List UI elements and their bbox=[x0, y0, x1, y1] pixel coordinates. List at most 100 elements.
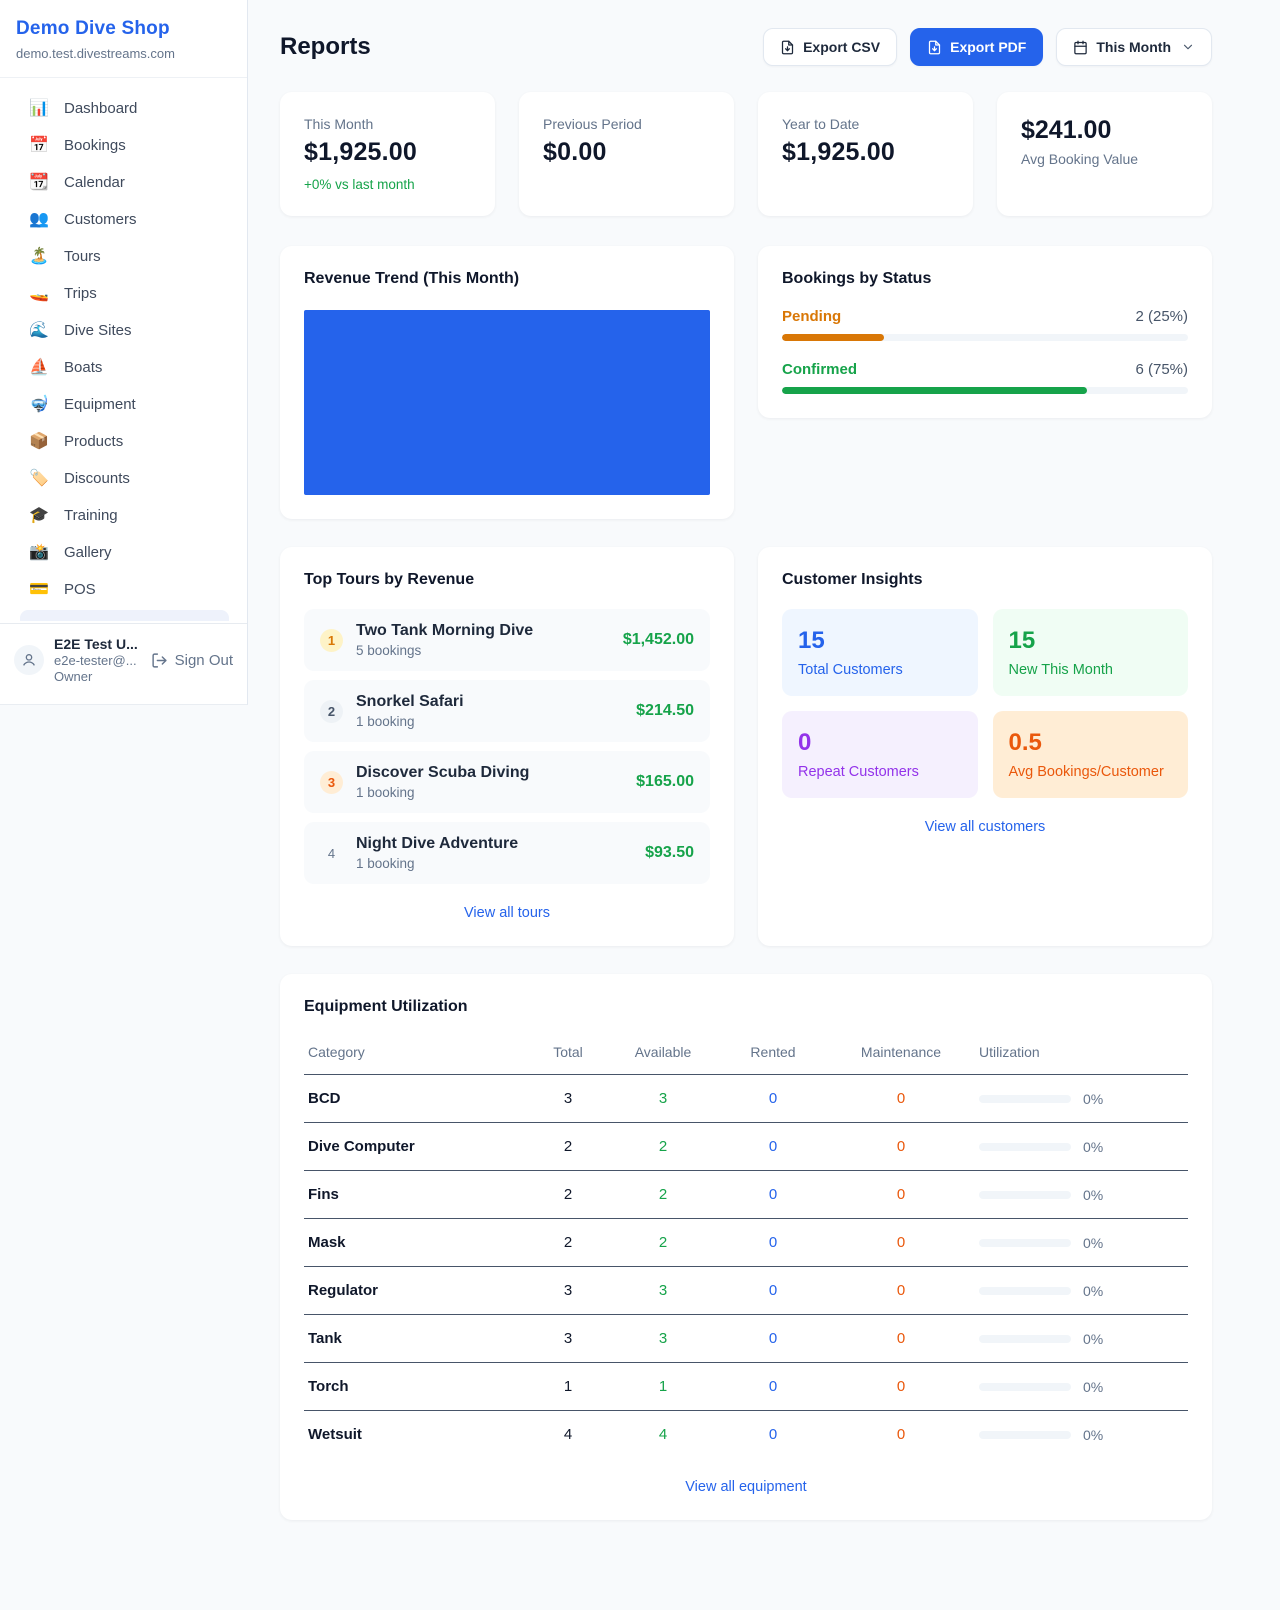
sidebar-item-discounts[interactable]: 🏷️ Discounts bbox=[10, 460, 237, 497]
utilization-bar-track bbox=[979, 1286, 1071, 1295]
sidebar-item-label: Gallery bbox=[64, 544, 112, 561]
status-row-confirmed: Confirmed 6 (75%) bbox=[782, 361, 1188, 394]
sidebar-item-label: Products bbox=[64, 433, 124, 450]
cell-rented: 0 bbox=[768, 1090, 778, 1107]
cell-maintenance: 0 bbox=[896, 1090, 906, 1107]
sidebar-item-pos[interactable]: 💳 POS bbox=[10, 571, 237, 608]
tile-value: 15 bbox=[798, 627, 825, 654]
stat-label: This Month bbox=[304, 116, 374, 132]
sidebar-item-equipment[interactable]: 🤿 Equipment bbox=[10, 386, 237, 423]
sidebar-item-label: Bookings bbox=[64, 137, 126, 154]
col-header-maintenance: Maintenance bbox=[860, 1044, 942, 1060]
utilization-cell: 0% bbox=[979, 1187, 1184, 1203]
utilization-percent: 0% bbox=[1083, 1426, 1104, 1443]
sidebar: Demo Dive Shop demo.test.divestreams.com… bbox=[0, 0, 248, 705]
tag-icon: 🏷️ bbox=[29, 469, 49, 487]
stat-delta: +0% vs last month bbox=[304, 177, 415, 192]
sidebar-item-customers[interactable]: 👥 Customers bbox=[10, 201, 237, 238]
cell-maintenance: 0 bbox=[896, 1282, 906, 1299]
cell-total: 2 bbox=[563, 1186, 573, 1203]
status-label: Confirmed bbox=[782, 361, 857, 378]
tile-repeat-customers: 0 Repeat Customers bbox=[782, 711, 978, 798]
cell-total: 3 bbox=[563, 1090, 573, 1107]
shop-domain: demo.test.divestreams.com bbox=[16, 46, 175, 61]
user-role: Owner bbox=[54, 669, 93, 684]
period-label: This Month bbox=[1096, 39, 1171, 55]
camera-icon: 📸 bbox=[29, 543, 49, 561]
revenue-trend-title: Revenue Trend (This Month) bbox=[304, 270, 520, 287]
utilization-cell: 0% bbox=[979, 1283, 1184, 1299]
sidebar-item-boats[interactable]: ⛵ Boats bbox=[10, 349, 237, 386]
stat-card-avg-booking-value: $241.00 Avg Booking Value bbox=[997, 92, 1212, 216]
status-count: 6 (75%) bbox=[1135, 361, 1188, 378]
utilization-percent: 0% bbox=[1083, 1330, 1104, 1347]
tile-value: 0.5 bbox=[1008, 729, 1042, 756]
stat-card-previous-period: Previous Period $0.00 bbox=[519, 92, 734, 216]
equipment-utilization-card: Equipment Utilization Category Total Ava… bbox=[280, 974, 1212, 1520]
sidebar-item-label: Customers bbox=[64, 211, 137, 228]
equipment-utilization-title: Equipment Utilization bbox=[304, 998, 468, 1015]
utilization-bar-track bbox=[979, 1334, 1071, 1343]
status-bar-fill bbox=[782, 387, 1087, 394]
export-csv-button[interactable]: Export CSV bbox=[763, 28, 898, 66]
view-all-tours-link[interactable]: View all tours bbox=[464, 905, 550, 921]
top-tours-title: Top Tours by Revenue bbox=[304, 571, 475, 588]
cell-maintenance: 0 bbox=[896, 1426, 906, 1443]
tile-label: Avg Bookings/Customer bbox=[1008, 764, 1164, 780]
utilization-cell: 0% bbox=[979, 1139, 1184, 1155]
stat-card-this-month: This Month $1,925.00 +0% vs last month bbox=[280, 92, 495, 216]
sidebar-item-dive-sites[interactable]: 🌊 Dive Sites bbox=[10, 312, 237, 349]
stat-value: $1,925.00 bbox=[304, 138, 418, 166]
sidebar-item-products[interactable]: 📦 Products bbox=[10, 423, 237, 460]
utilization-bar-track bbox=[979, 1382, 1071, 1391]
tile-label: Total Customers bbox=[798, 662, 903, 678]
top-tours-card: Top Tours by Revenue 1 Two Tank Morning … bbox=[280, 547, 734, 946]
cell-available: 2 bbox=[658, 1234, 668, 1251]
sidebar-item-bookings[interactable]: 📅 Bookings bbox=[10, 127, 237, 164]
tour-name: Two Tank Morning Dive bbox=[356, 622, 534, 639]
view-all-customers-link[interactable]: View all customers bbox=[924, 819, 1046, 835]
sidebar-item-training[interactable]: 🎓 Training bbox=[10, 497, 237, 534]
package-icon: 📦 bbox=[29, 432, 49, 450]
sign-out-label: Sign Out bbox=[174, 651, 233, 669]
bookings-calendar-icon: 📅 bbox=[29, 136, 49, 154]
tile-value: 15 bbox=[1008, 627, 1036, 654]
export-pdf-button[interactable]: Export PDF bbox=[910, 28, 1044, 66]
cell-maintenance: 0 bbox=[896, 1378, 906, 1395]
tour-list-item[interactable]: 2 Snorkel Safari 1 booking $214.50 bbox=[304, 680, 710, 742]
tour-list-item[interactable]: 1 Two Tank Morning Dive 5 bookings $1,45… bbox=[304, 609, 710, 671]
sidebar-item-trips[interactable]: 🚤 Trips bbox=[10, 275, 237, 312]
tour-name: Discover Scuba Diving bbox=[356, 764, 530, 781]
cell-available: 2 bbox=[658, 1186, 668, 1203]
tour-name: Snorkel Safari bbox=[356, 693, 464, 710]
period-dropdown[interactable]: This Month bbox=[1056, 28, 1212, 66]
utilization-cell: 0% bbox=[979, 1331, 1184, 1347]
utilization-percent: 0% bbox=[1083, 1090, 1104, 1107]
cell-rented: 0 bbox=[768, 1378, 778, 1395]
sidebar-item-calendar[interactable]: 📆 Calendar bbox=[10, 164, 237, 201]
tour-list-item[interactable]: 4 Night Dive Adventure 1 booking $93.50 bbox=[304, 822, 710, 884]
sidebar-item-gallery[interactable]: 📸 Gallery bbox=[10, 534, 237, 571]
tour-bookings: 1 booking bbox=[356, 785, 415, 800]
tour-list-item[interactable]: 3 Discover Scuba Diving 1 booking $165.0… bbox=[304, 751, 710, 813]
sailboat-icon: ⛵ bbox=[29, 358, 49, 376]
tile-value: 0 bbox=[798, 729, 812, 756]
status-count: 2 (25%) bbox=[1135, 308, 1188, 325]
revenue-trend-card: Revenue Trend (This Month) bbox=[280, 246, 734, 519]
stat-cards: This Month $1,925.00 +0% vs last month P… bbox=[280, 92, 1212, 216]
table-row: Dive Computer 2 2 0 0 0% bbox=[304, 1123, 1188, 1171]
utilization-percent: 0% bbox=[1083, 1378, 1104, 1395]
tour-revenue: $165.00 bbox=[636, 773, 694, 790]
sign-out-button[interactable]: Sign Out bbox=[151, 652, 233, 669]
dashboard-icon: 📊 bbox=[29, 99, 49, 117]
table-row: Tank 3 3 0 0 0% bbox=[304, 1315, 1188, 1363]
sidebar-item-dashboard[interactable]: 📊 Dashboard bbox=[10, 90, 237, 127]
status-bar-track bbox=[782, 387, 1188, 394]
cell-available: 3 bbox=[658, 1330, 668, 1347]
sidebar-item-label: Discounts bbox=[64, 470, 130, 487]
view-all-equipment-link[interactable]: View all equipment bbox=[685, 1479, 807, 1495]
sidebar-item-tours[interactable]: 🏝️ Tours bbox=[10, 238, 237, 275]
utilization-bar-track bbox=[979, 1430, 1071, 1439]
stat-value: $0.00 bbox=[543, 138, 607, 166]
sidebar-item-active-partial[interactable] bbox=[20, 610, 229, 621]
